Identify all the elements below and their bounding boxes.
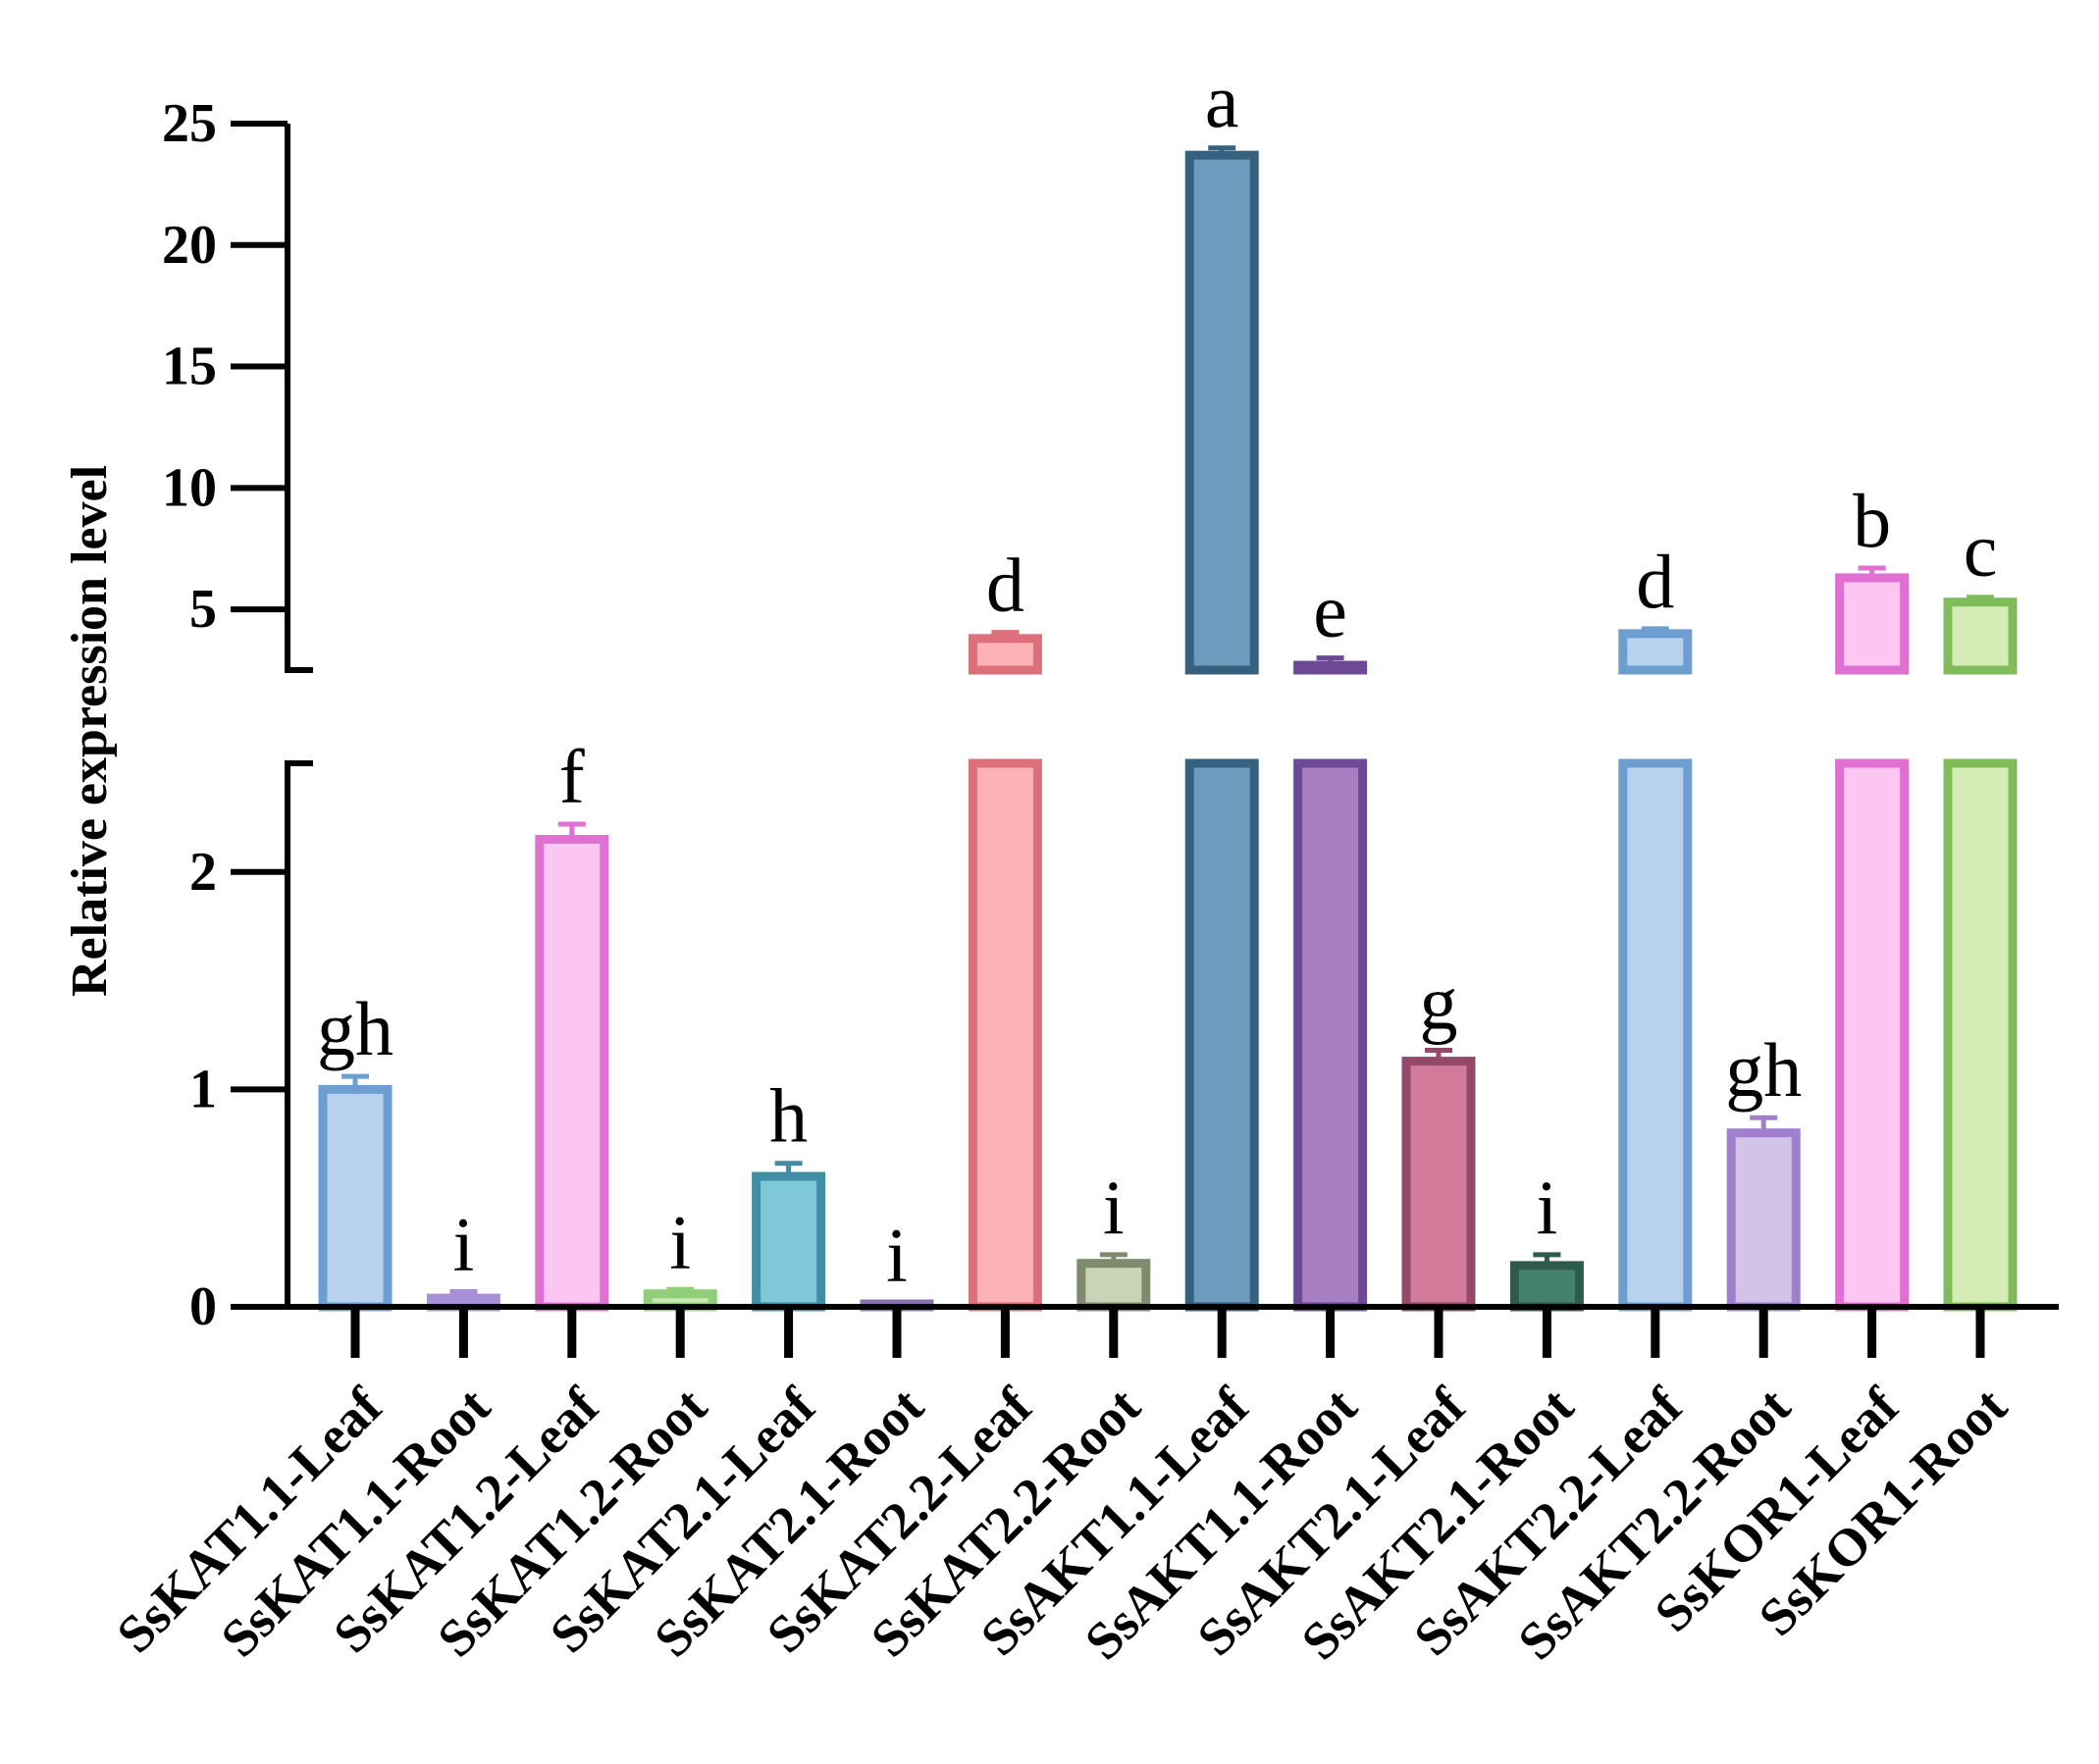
bar: [1943, 597, 2018, 675]
significance-label: d: [1636, 539, 1674, 624]
significance-label: h: [769, 1073, 808, 1159]
bar: [752, 1171, 826, 1312]
significance-label: i: [1103, 1165, 1125, 1250]
significance-label: g: [1420, 960, 1458, 1046]
y-tick-label: 20: [162, 215, 217, 276]
labels-layer: ghSsKAT1.1-LeafiSsKAT1.1-RootfSsKAT1.2-L…: [105, 58, 2018, 1671]
bar: [1293, 758, 1368, 1312]
y-tick-label: 25: [162, 93, 217, 154]
significance-label: d: [986, 543, 1024, 628]
bar: [1726, 1128, 1801, 1312]
y-tick-label: 2: [189, 842, 217, 903]
axes-layer: [231, 121, 2059, 1358]
bar: [1618, 629, 1693, 675]
bars-layer: [318, 145, 2018, 1312]
bar: [1076, 1259, 1151, 1312]
significance-label: i: [1537, 1165, 1558, 1250]
y-tick-label: 0: [189, 1276, 217, 1337]
y-tick-label: 5: [189, 579, 217, 640]
bar: [1184, 758, 1259, 1312]
bar: [1618, 758, 1693, 1312]
bar: [1184, 150, 1259, 675]
significance-label: gh: [317, 986, 394, 1071]
significance-label: a: [1205, 58, 1239, 143]
bar: [1835, 573, 1910, 675]
bar: [1401, 1057, 1476, 1312]
significance-label: b: [1853, 478, 1891, 563]
bar: [968, 758, 1042, 1312]
bar: [535, 835, 609, 1312]
bar: [1293, 660, 1368, 675]
significance-label: c: [1964, 507, 1998, 593]
bar: [1509, 1261, 1584, 1312]
y-axis-label: Relative expression level: [62, 465, 118, 997]
y-tick-label: 15: [162, 337, 217, 397]
significance-label: i: [669, 1199, 691, 1284]
significance-label: f: [559, 734, 585, 819]
bar: [968, 634, 1042, 675]
y-tick-label: 10: [162, 457, 217, 518]
significance-label: i: [886, 1213, 908, 1298]
significance-label: gh: [1725, 1027, 1802, 1113]
significance-label: e: [1313, 568, 1347, 653]
bar: [1943, 758, 2018, 1312]
bar: [1835, 758, 1910, 1312]
significance-label: i: [453, 1201, 475, 1286]
bar: [318, 1084, 393, 1312]
y-tick-label: 1: [189, 1059, 217, 1119]
